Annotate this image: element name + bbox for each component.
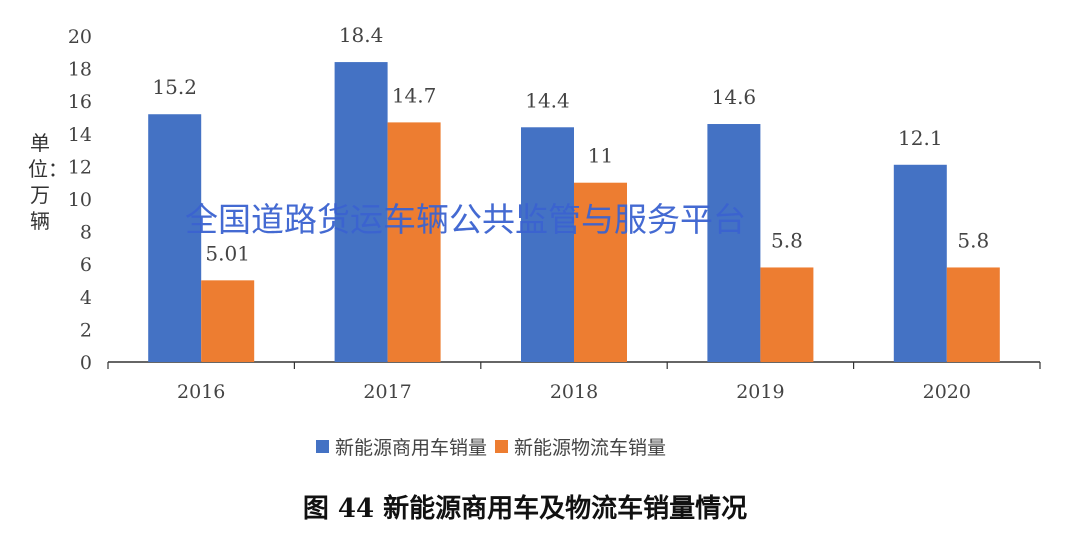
y-tick-label: 8 (80, 222, 92, 244)
y-tick-label: 12 (68, 156, 92, 178)
bar-logistics (946, 267, 1000, 362)
data-label: 5.01 (205, 241, 250, 265)
y-tick-label: 14 (68, 124, 92, 146)
data-label: 5.8 (957, 228, 989, 252)
bar-commercial (707, 124, 761, 363)
legend-item-logistics: 新能源物流车销量 (495, 433, 666, 460)
chart-caption: 图 44 新能源商用车及物流车销量情况 (302, 494, 748, 524)
legend-label-commercial: 新能源商用车销量 (335, 437, 488, 459)
data-label: 12.1 (898, 126, 943, 150)
data-label: 18.4 (339, 23, 384, 47)
bar-logistics (201, 280, 255, 362)
data-label: 5.8 (771, 228, 803, 252)
legend: 新能源商用车销量 新能源物流车销量 (316, 433, 674, 460)
bar-commercial (334, 62, 388, 362)
watermark: 全国道路货运车辆公共监管与服务平台 (185, 200, 746, 239)
y-tick-label: 10 (68, 189, 92, 211)
legend-item-commercial: 新能源商用车销量 (316, 433, 487, 460)
bar-logistics (387, 122, 441, 362)
x-tick-label: 2018 (550, 381, 598, 403)
y-tick-label: 6 (80, 254, 92, 276)
data-label: 14.4 (525, 88, 570, 112)
y-tick-label: 2 (80, 319, 92, 341)
bar-commercial (148, 114, 202, 363)
bar-commercial (893, 164, 947, 362)
bar-logistics (574, 182, 627, 362)
y-tick-label: 4 (80, 287, 92, 309)
legend-label-logistics: 新能源物流车销量 (514, 437, 667, 459)
bar-commercial (521, 127, 574, 362)
x-tick-label: 2020 (923, 381, 971, 403)
bar-logistics (760, 267, 814, 362)
y-tick-label: 0 (80, 352, 92, 374)
y-tick-label: 20 (68, 26, 92, 48)
x-tick-label: 2017 (363, 381, 411, 403)
legend-swatch-logistics (495, 440, 509, 453)
y-tick-label: 16 (68, 91, 92, 113)
data-label: 14.6 (712, 85, 757, 109)
y-tick-label: 18 (68, 59, 92, 81)
x-tick-label: 2016 (177, 381, 225, 403)
data-label: 15.2 (152, 75, 197, 99)
y-axis-label: 单位：万辆 (28, 131, 68, 233)
legend-swatch-commercial (316, 440, 329, 453)
data-label: 11 (588, 144, 613, 168)
x-tick-label: 2019 (736, 381, 784, 403)
data-label: 14.7 (392, 83, 437, 107)
